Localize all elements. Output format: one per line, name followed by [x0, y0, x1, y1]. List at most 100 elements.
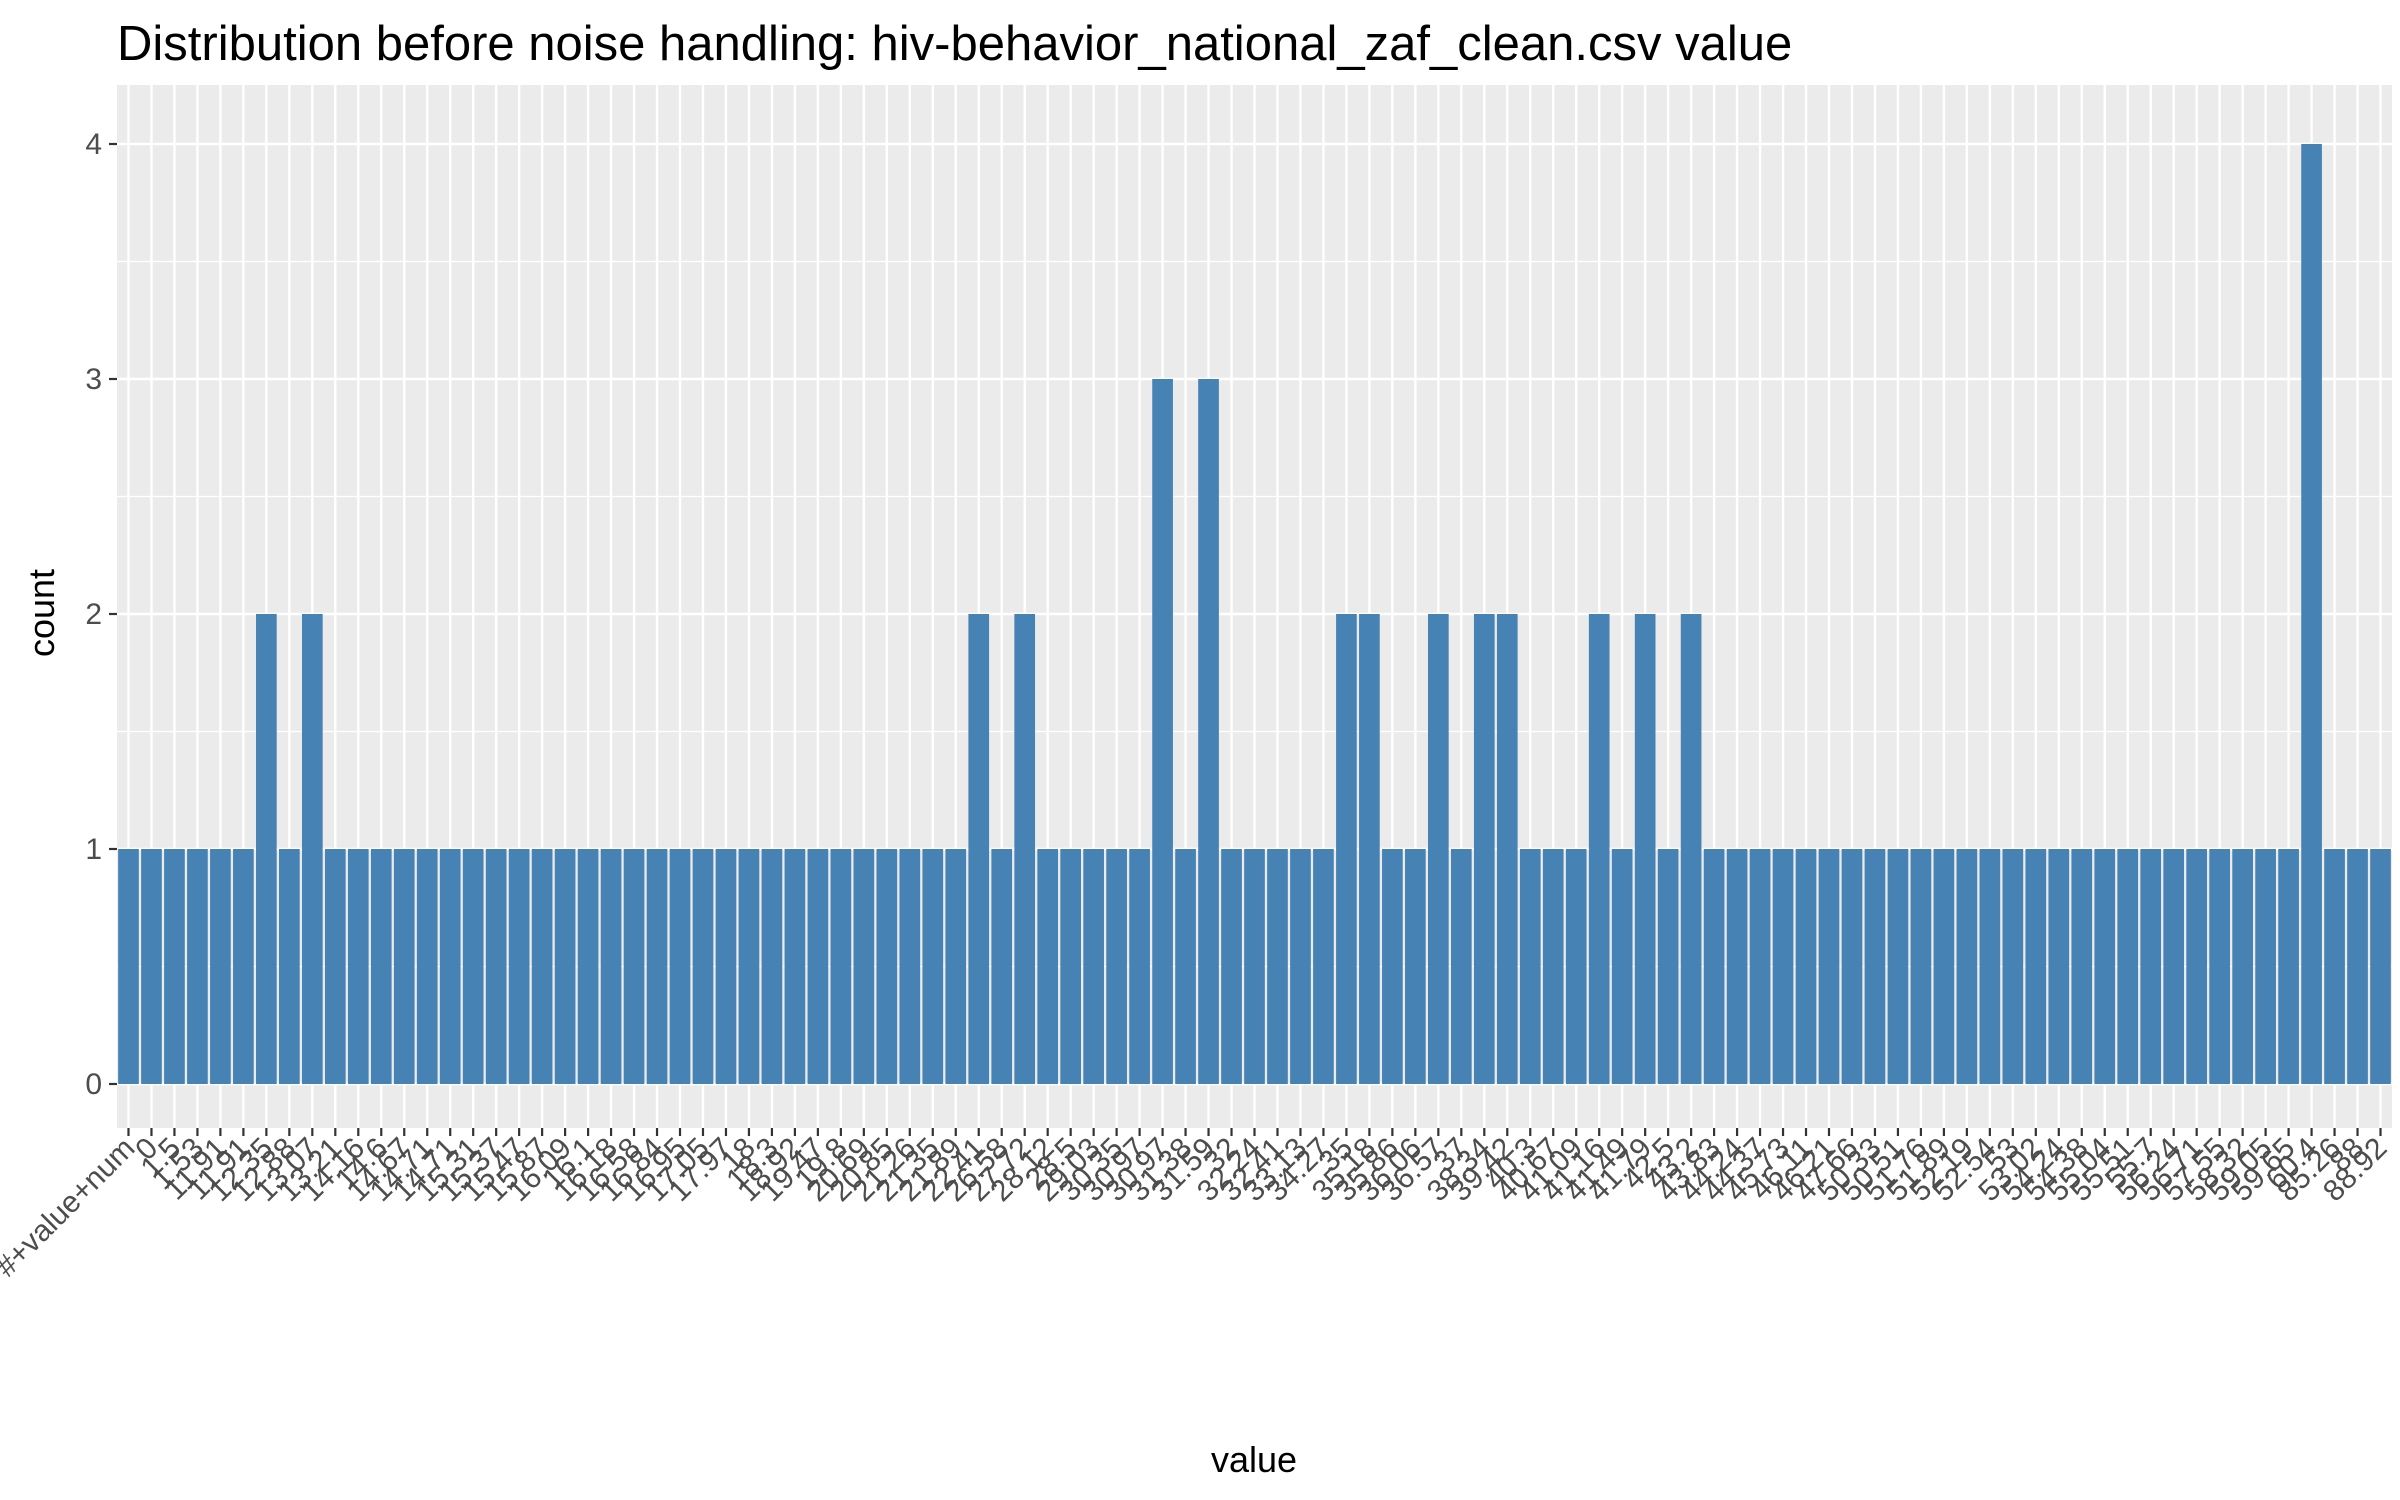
bar [1542, 849, 1564, 1084]
y-tick-label: 1 [85, 833, 102, 866]
bar [1152, 379, 1173, 1084]
bar [692, 849, 714, 1084]
bar [1818, 849, 1840, 1084]
bar [922, 849, 944, 1084]
bar [233, 849, 254, 1084]
bar [416, 849, 438, 1084]
bar [485, 849, 507, 1084]
bar [945, 849, 967, 1084]
bar [2370, 849, 2391, 1084]
bar [1106, 849, 1127, 1084]
bar [830, 849, 852, 1084]
bar [2301, 144, 2322, 1084]
bar [2163, 849, 2185, 1084]
bar [279, 849, 300, 1084]
bar [1336, 614, 1357, 1084]
y-tick-label: 0 [85, 1068, 102, 1101]
bar [2347, 849, 2368, 1084]
bar [118, 849, 139, 1084]
bar [738, 849, 760, 1084]
bar [141, 849, 162, 1084]
bar [1933, 849, 1955, 1084]
bar [164, 849, 185, 1084]
bar [508, 849, 530, 1084]
bar [1014, 614, 1036, 1084]
bar [2002, 849, 2024, 1084]
chart-title: Distribution before noise handling: hiv-… [117, 17, 1792, 71]
bar [1910, 849, 1932, 1084]
bar [1887, 849, 1909, 1084]
bar [2278, 849, 2299, 1084]
bar [1726, 849, 1748, 1084]
bar [646, 849, 668, 1084]
bar [2025, 849, 2047, 1084]
bar [1313, 849, 1334, 1084]
bar [807, 849, 829, 1084]
bar [2094, 849, 2116, 1084]
bar [2324, 849, 2345, 1084]
bar [393, 849, 415, 1084]
x-axis-title: value [1211, 1439, 1297, 1480]
x-tick-label: #+value+num [0, 1132, 141, 1284]
bar [1795, 849, 1817, 1084]
bar [1772, 849, 1794, 1084]
bar [210, 849, 231, 1084]
bar [1083, 849, 1104, 1084]
bar [187, 849, 208, 1084]
y-tick-label: 3 [85, 363, 102, 396]
bar [784, 849, 806, 1084]
bar [531, 849, 553, 1084]
bar [600, 849, 622, 1084]
bar [1175, 849, 1196, 1084]
bar [1129, 849, 1150, 1084]
bar [715, 849, 737, 1084]
bar [2048, 849, 2070, 1084]
bar [301, 614, 323, 1084]
bar [1680, 614, 1702, 1084]
bar [1267, 849, 1288, 1084]
bar [1450, 849, 1472, 1084]
bar [577, 849, 599, 1084]
bar [669, 849, 691, 1084]
bar [2255, 849, 2276, 1084]
bar [1060, 849, 1082, 1084]
bar [347, 849, 369, 1084]
bar [2140, 849, 2162, 1084]
bar [1473, 614, 1495, 1084]
bars [118, 144, 2391, 1084]
bar [256, 614, 277, 1084]
bar [1198, 379, 1219, 1084]
x-axis: #+value+num01.51.5311.9111.9112.3512.881… [0, 1128, 2393, 1284]
bar [324, 849, 346, 1084]
bar [1359, 614, 1380, 1084]
bar [1290, 849, 1311, 1084]
bar [554, 849, 576, 1084]
bar [1382, 849, 1403, 1084]
bar [899, 849, 921, 1084]
y-axis: 0 1 2 3 4 [85, 128, 117, 1101]
bar [1864, 849, 1886, 1084]
bar [876, 849, 898, 1084]
y-axis-title: count [21, 569, 62, 657]
bar [1588, 614, 1610, 1084]
bar [1244, 849, 1265, 1084]
bar [1979, 849, 2001, 1084]
bar [991, 849, 1013, 1084]
bar [623, 849, 645, 1084]
bar [1565, 849, 1587, 1084]
bar [761, 849, 783, 1084]
bar [2071, 849, 2093, 1084]
bar [1841, 849, 1863, 1084]
bar [1703, 849, 1725, 1084]
bar [1221, 849, 1242, 1084]
bar [968, 614, 990, 1084]
bar [1657, 849, 1679, 1084]
bar [370, 849, 392, 1084]
bar [2117, 849, 2139, 1084]
bar [1037, 849, 1059, 1084]
bar [2186, 849, 2208, 1084]
bar [1519, 849, 1541, 1084]
bar [462, 849, 484, 1084]
y-tick-label: 2 [85, 598, 102, 631]
